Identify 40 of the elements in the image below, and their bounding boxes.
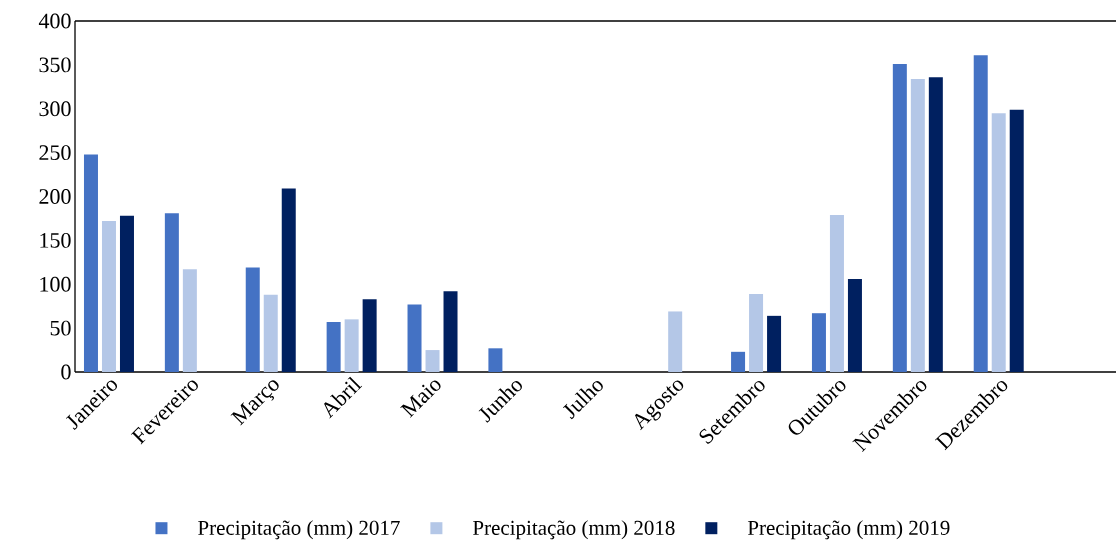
bar bbox=[731, 351, 746, 372]
bar bbox=[443, 291, 458, 372]
bar bbox=[928, 77, 943, 372]
bar bbox=[668, 311, 683, 372]
bar bbox=[488, 348, 503, 372]
bar bbox=[425, 350, 440, 372]
bar bbox=[182, 269, 197, 372]
y-tick-label: 350 bbox=[39, 57, 71, 73]
bar bbox=[767, 315, 782, 372]
bar bbox=[119, 215, 134, 372]
bar bbox=[1009, 109, 1024, 372]
y-tick-label: 50 bbox=[50, 320, 71, 336]
bar bbox=[281, 188, 296, 372]
y-tick-label: 100 bbox=[40, 276, 71, 292]
y-tick-label: 250 bbox=[39, 145, 71, 161]
y-tick-label: 400 bbox=[38, 13, 71, 29]
bar bbox=[991, 113, 1006, 372]
bar bbox=[892, 64, 907, 372]
bar bbox=[326, 321, 341, 372]
bar bbox=[101, 221, 116, 372]
bar bbox=[973, 55, 988, 372]
bar bbox=[847, 278, 862, 372]
y-tick-label: 300 bbox=[39, 101, 71, 117]
y-tick-label: 150 bbox=[40, 232, 71, 248]
legend-label: Precipitação (mm) 2019 bbox=[747, 520, 950, 540]
y-tick-label: 200 bbox=[39, 189, 71, 204]
y-tick-label: 0 bbox=[61, 364, 71, 380]
legend-label: Precipitação (mm) 2017 bbox=[198, 520, 400, 540]
legend-label: Precipitação (mm) 2018 bbox=[473, 520, 675, 540]
bar bbox=[245, 267, 260, 372]
bar bbox=[164, 213, 179, 372]
bar bbox=[749, 293, 764, 372]
bar bbox=[407, 304, 422, 372]
bar bbox=[910, 78, 925, 372]
bar bbox=[362, 299, 377, 372]
bar bbox=[83, 154, 98, 372]
bar bbox=[344, 319, 359, 372]
bar bbox=[811, 313, 826, 372]
bar bbox=[263, 294, 278, 372]
bar bbox=[829, 214, 844, 372]
